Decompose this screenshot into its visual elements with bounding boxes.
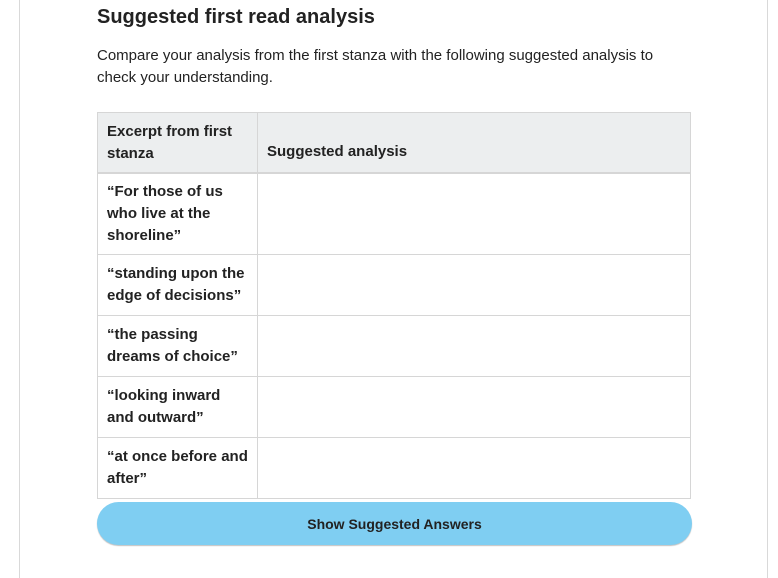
- header-excerpt: Excerpt from first stanza: [97, 112, 258, 174]
- excerpt-cell: “the passing dreams of choice”: [97, 315, 258, 377]
- header-suggested-analysis: Suggested analysis: [257, 112, 691, 174]
- excerpt-cell: “standing upon the edge of decisions”: [97, 254, 258, 316]
- table-row: “the passing dreams of choice”: [97, 315, 691, 377]
- analysis-cell: [257, 254, 691, 316]
- analysis-cell: [257, 376, 691, 438]
- content-frame: [19, 0, 768, 578]
- section-intro: Compare your analysis from the first sta…: [97, 47, 654, 86]
- excerpt-cell: “For those of us who live at the shoreli…: [97, 172, 258, 255]
- table-row: “For those of us who live at the shoreli…: [97, 172, 691, 255]
- analysis-cell: [257, 172, 691, 255]
- show-suggested-answers-button[interactable]: Show Suggested Answers: [97, 502, 692, 545]
- section-title: Suggested first read analysis: [97, 6, 375, 28]
- excerpt-cell: “at once before and after”: [97, 437, 258, 499]
- analysis-cell: [257, 437, 691, 499]
- table-header-row: Excerpt from first stanza Suggested anal…: [97, 112, 691, 174]
- excerpt-cell: “looking inward and outward”: [97, 376, 258, 438]
- table-row: “standing upon the edge of decisions”: [97, 254, 691, 316]
- analysis-table: Excerpt from first stanza Suggested anal…: [97, 112, 691, 499]
- table-row: “at once before and after”: [97, 437, 691, 499]
- table-row: “looking inward and outward”: [97, 376, 691, 438]
- analysis-cell: [257, 315, 691, 377]
